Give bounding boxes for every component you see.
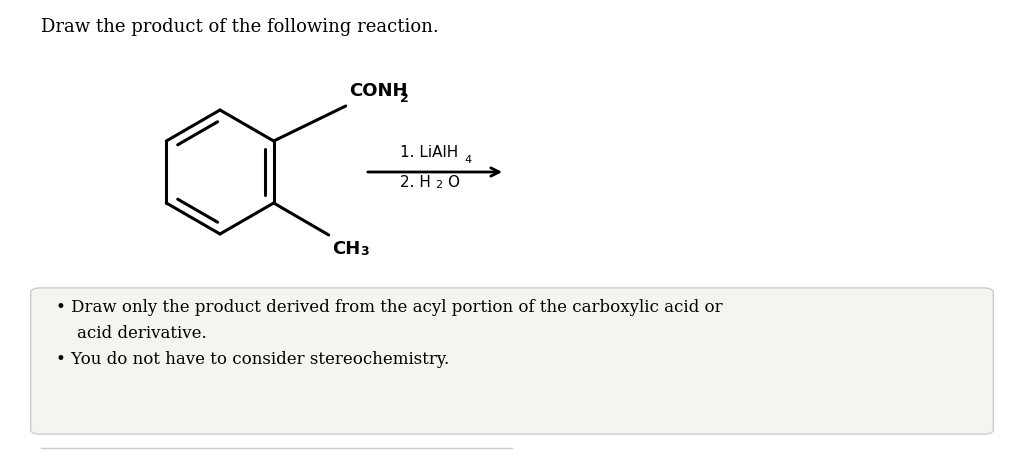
Text: Draw the product of the following reaction.: Draw the product of the following reacti…	[41, 18, 438, 36]
FancyBboxPatch shape	[31, 288, 993, 434]
Text: • Draw only the product derived from the acyl portion of the carboxylic acid or: • Draw only the product derived from the…	[56, 299, 723, 316]
Text: 4: 4	[465, 155, 472, 165]
Text: 2. H: 2. H	[400, 175, 431, 190]
Text: 2: 2	[399, 92, 409, 105]
Text: acid derivative.: acid derivative.	[77, 325, 207, 342]
Text: 3: 3	[359, 245, 369, 258]
Text: CH: CH	[332, 240, 360, 258]
Text: 1. LiAlH: 1. LiAlH	[400, 145, 459, 160]
Text: • You do not have to consider stereochemistry.: • You do not have to consider stereochem…	[56, 351, 450, 368]
Text: CONH: CONH	[349, 82, 408, 100]
Text: 2: 2	[435, 180, 442, 190]
Text: O: O	[447, 175, 460, 190]
